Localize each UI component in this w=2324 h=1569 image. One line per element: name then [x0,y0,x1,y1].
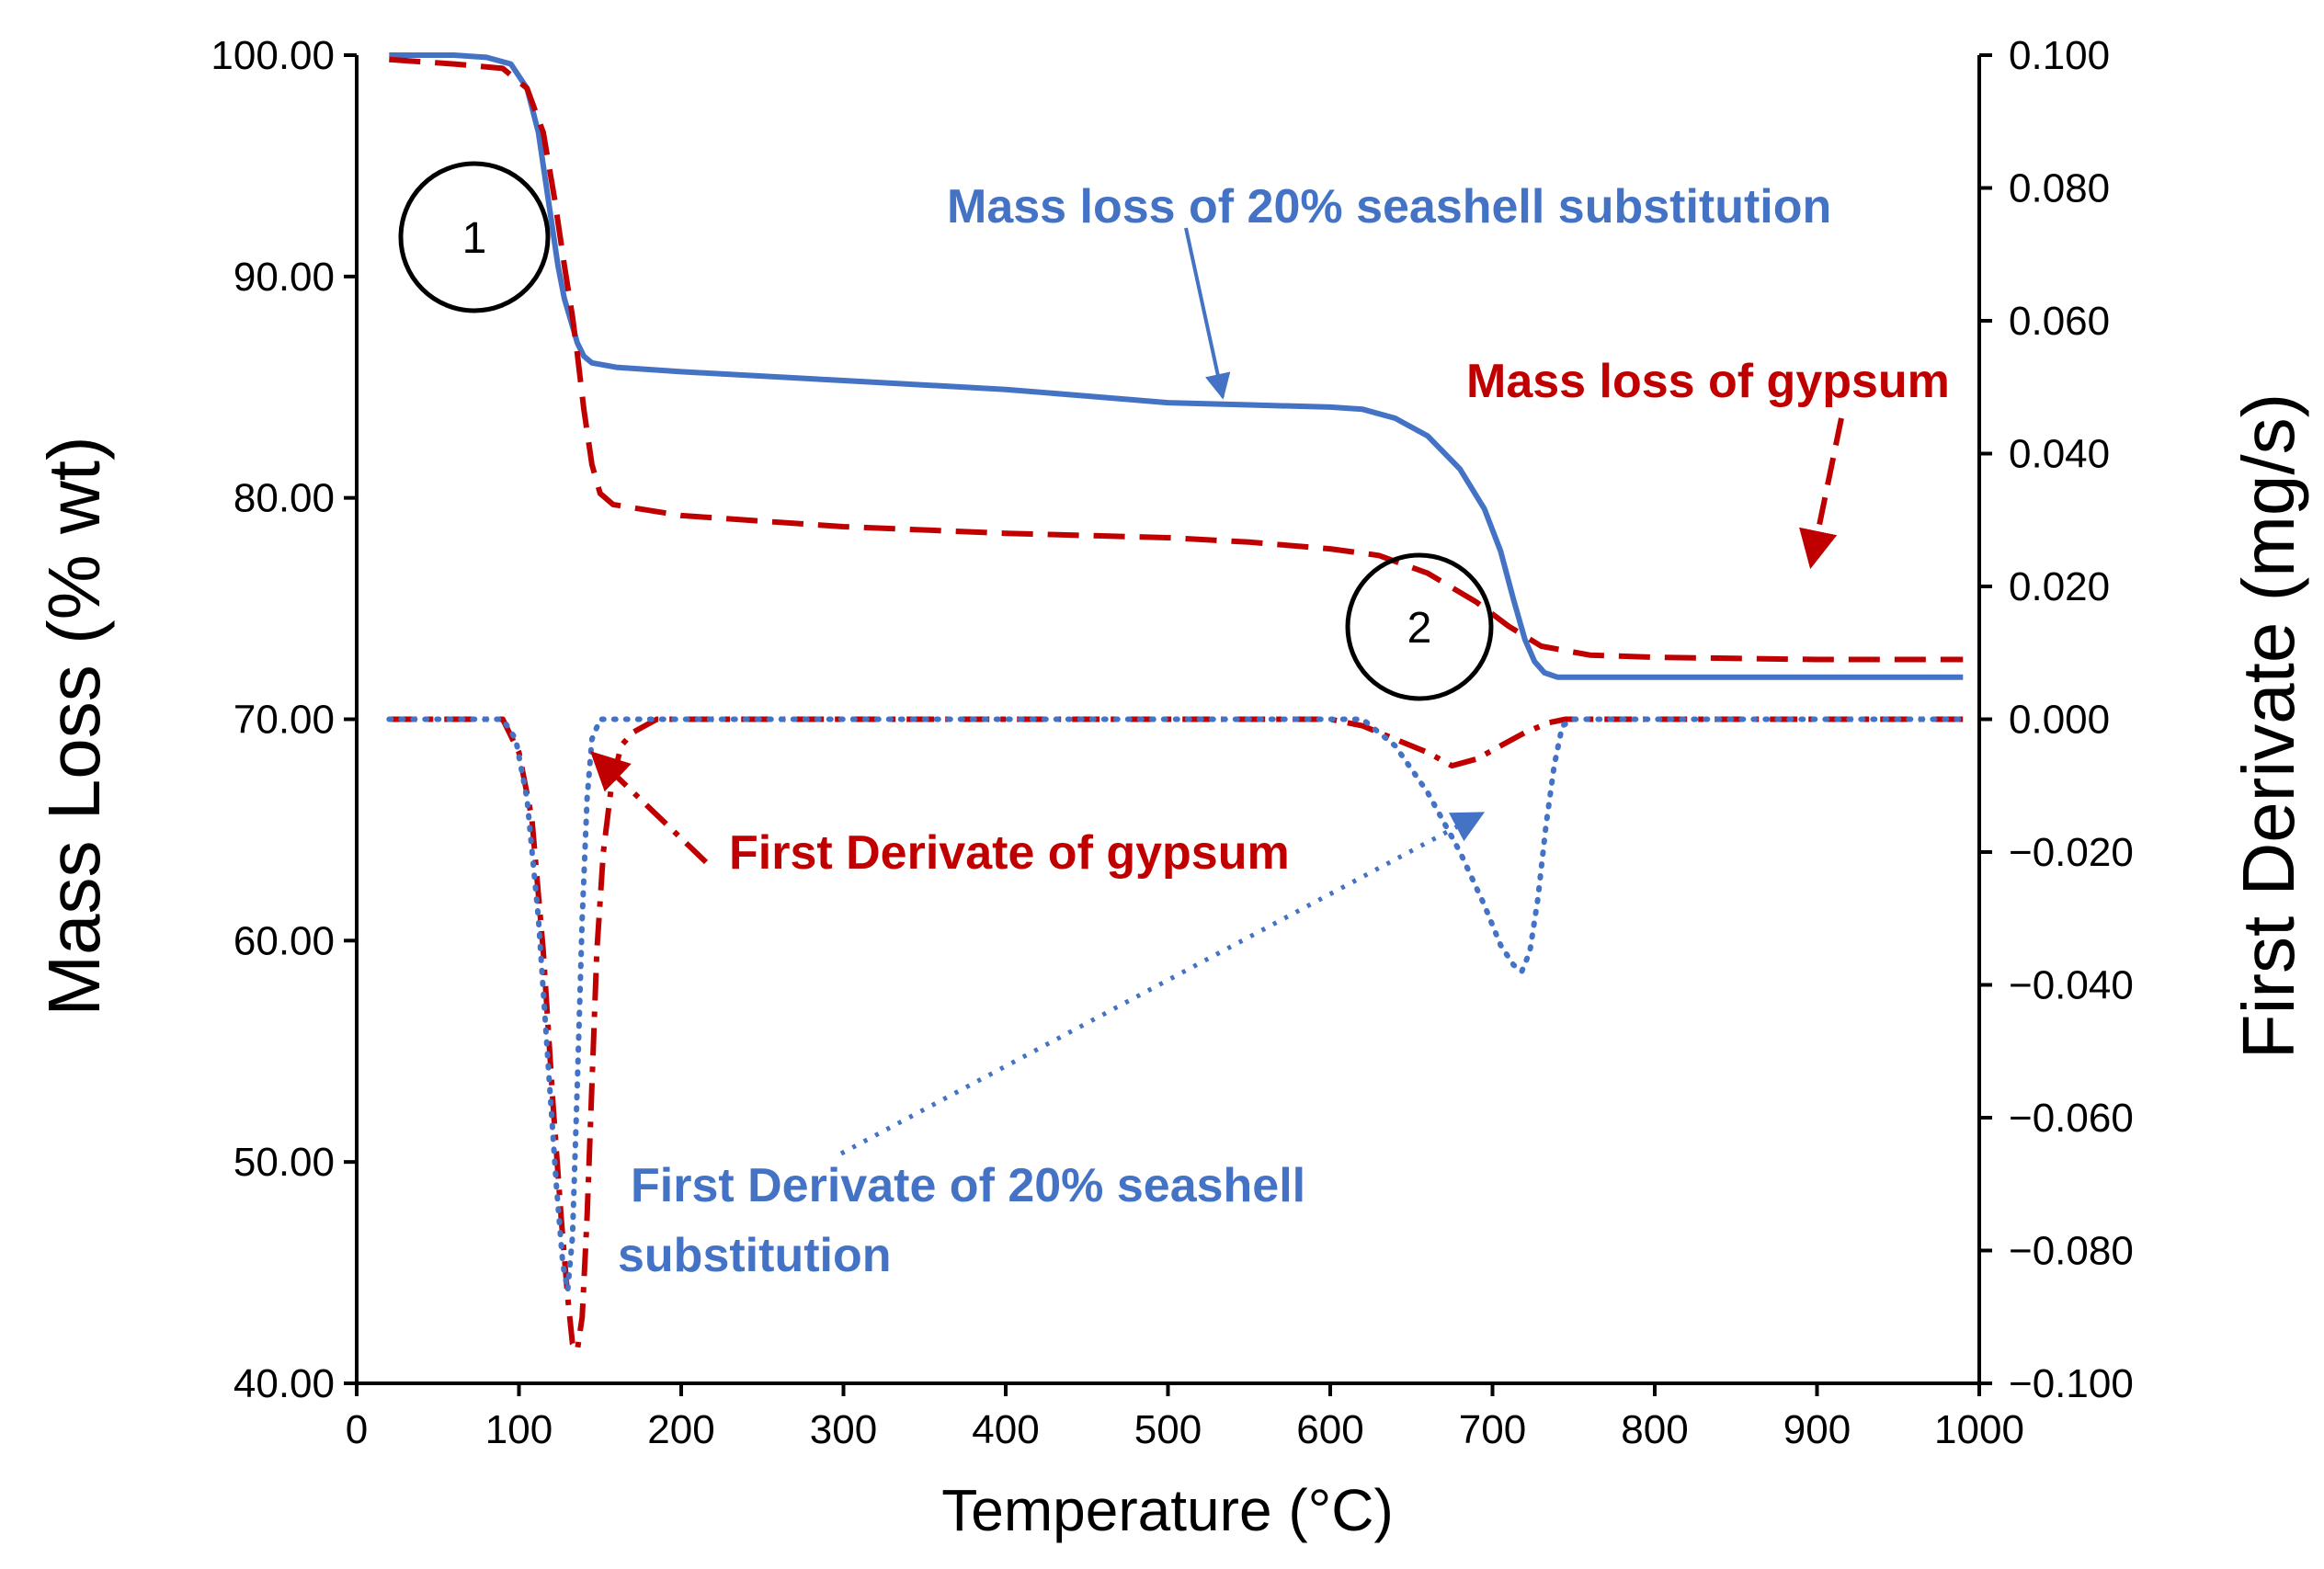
y-left-tick-label: 40.00 [234,1361,335,1406]
x-tick-label: 600 [1296,1407,1363,1452]
x-tick-label: 800 [1621,1407,1688,1452]
y-left-tick-label: 90.00 [234,255,335,300]
x-tick-label: 700 [1459,1407,1526,1452]
x-tick-label: 400 [972,1407,1039,1452]
step-label-2: 2 [1407,604,1432,653]
y-right-tick-label: 0.100 [2009,33,2110,78]
y-right-tick-label: 0.080 [2009,166,2110,211]
y-left-tick-label: 100.00 [211,33,335,78]
annotation-mass-loss-gypsum: Mass loss of gypsum [1466,355,1950,408]
arrow-mass-loss-seashell [1184,227,1231,400]
arrow-derivate-seashell [839,811,1486,1156]
y-right-tick-label: 0.040 [2009,432,2110,477]
arrow-derivate-gypsum [589,751,709,865]
arrow-mass-loss-gypsum [1799,417,1844,570]
y-left-tick-label: 80.00 [234,476,335,521]
step-marker-2: 2 [1345,552,1494,701]
step-marker-1: 1 [398,161,551,313]
series-line-3 [386,716,1966,1293]
y-left-axis-title: Mass Loss (% wt) [33,436,115,1016]
annotation-derivate-seashell-line1: First Derivate of 20% seashell [631,1159,1305,1212]
series-group [386,52,1966,1353]
x-tick-label: 300 [810,1407,877,1452]
x-tick-label: 500 [1134,1407,1202,1452]
x-tick-label: 900 [1783,1407,1851,1452]
tick-group: 0 100 200 300 400 500 600 700 800 900 1000 40.00 50.… [211,33,2133,1452]
y-right-tick-label: 0.000 [2009,698,2110,743]
y-right-tick-label: −0.080 [2009,1229,2134,1274]
y-right-tick-label: −0.040 [2009,963,2134,1008]
series-line-2 [389,716,1964,1353]
annotation-derivate-gypsum: First Derivate of gypsum [729,826,1290,880]
x-axis-title: Temperature (°C) [941,1477,1394,1543]
y-right-tick-label: −0.100 [2009,1361,2134,1406]
step-label-1: 1 [462,214,487,263]
series-line-0 [389,52,1964,680]
annotation-derivate-seashell-line2: substitution [618,1229,892,1282]
y-right-tick-label: 0.060 [2009,299,2110,344]
annotation-mass-loss-seashell: Mass loss of 20% seashell substitution [947,180,1831,233]
y-right-axis-title: First Derivate (mg/s) [2227,393,2309,1060]
x-tick-label: 0 [346,1407,368,1452]
x-tick-label: 200 [647,1407,714,1452]
y-right-tick-label: −0.020 [2009,830,2134,875]
y-left-tick-label: 50.00 [234,1140,335,1185]
y-right-tick-label: −0.060 [2009,1096,2134,1141]
y-left-tick-label: 60.00 [234,918,335,963]
y-left-tick-label: 70.00 [234,698,335,743]
y-right-tick-label: 0.020 [2009,564,2110,609]
x-tick-label: 1000 [1934,1407,2024,1452]
x-tick-label: 100 [485,1407,553,1452]
